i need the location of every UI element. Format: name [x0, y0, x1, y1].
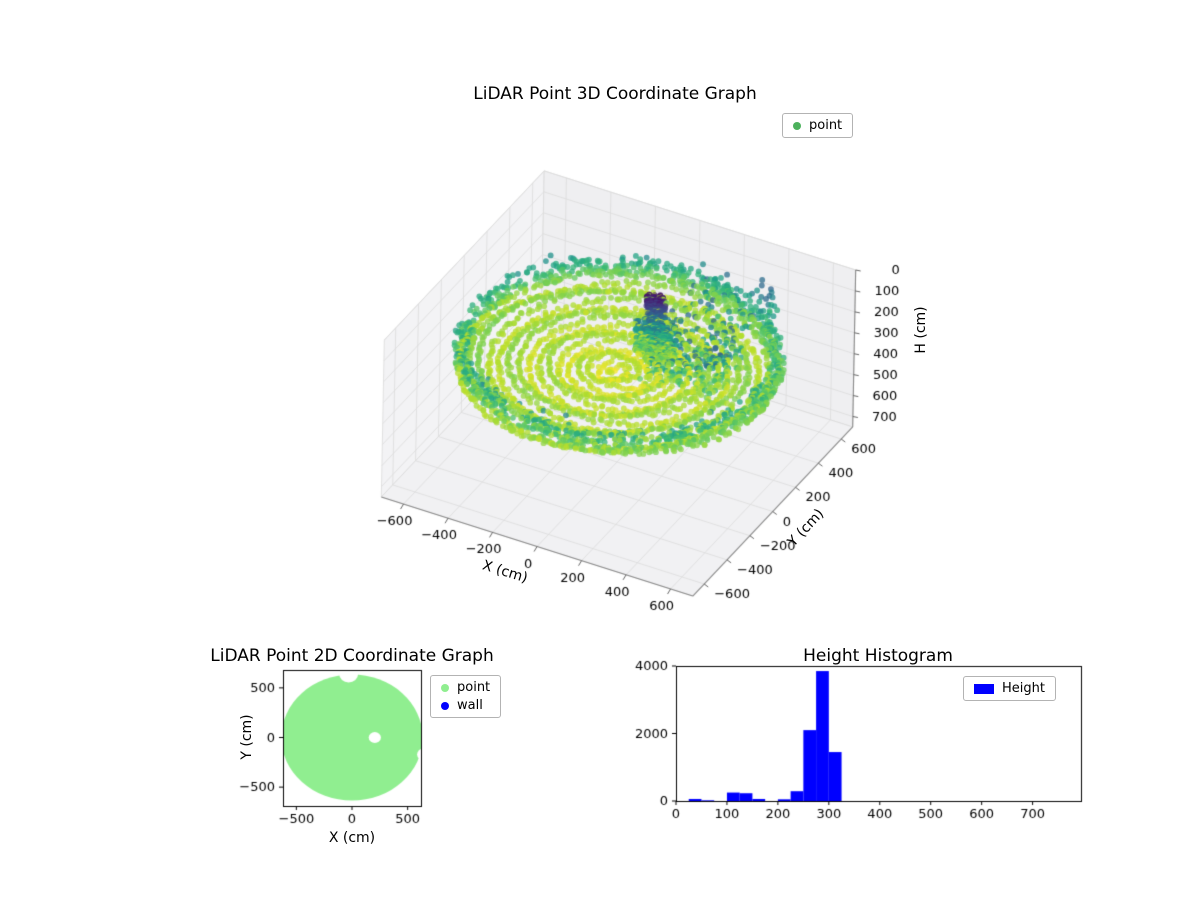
legend-item-height: Height	[974, 681, 1045, 696]
plot2d-x-axis-label: X (cm)	[328, 830, 376, 846]
legend-item-wall: wall	[441, 698, 490, 713]
height-patch-icon	[974, 683, 994, 694]
plot2d-legend: point wall	[430, 675, 502, 718]
wall-marker-icon	[441, 701, 449, 710]
histogram-title: Height Histogram	[803, 646, 953, 666]
histogram-legend: Height	[963, 676, 1056, 701]
legend-label: point	[809, 118, 843, 133]
plot2d-y-axis-label: Y (cm)	[239, 714, 255, 760]
plot3d-legend: point	[782, 113, 854, 138]
plot3d-title: LiDAR Point 3D Coordinate Graph	[473, 84, 757, 104]
legend-label: Height	[1002, 681, 1045, 696]
plot2d-title: LiDAR Point 2D Coordinate Graph	[210, 646, 494, 666]
legend-label: wall	[457, 698, 483, 713]
legend-label: point	[457, 680, 491, 695]
point-marker-icon	[441, 683, 449, 692]
plot3d-h-axis-label: H (cm)	[913, 306, 929, 354]
point-marker-icon	[793, 121, 801, 130]
legend-item-point: point	[441, 680, 490, 695]
legend-item-point: point	[793, 118, 842, 133]
